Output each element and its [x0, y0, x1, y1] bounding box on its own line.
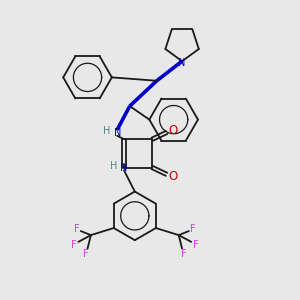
Text: F: F	[74, 224, 80, 234]
Text: H: H	[110, 161, 118, 171]
Text: F: F	[194, 240, 199, 250]
Text: F: F	[181, 249, 186, 259]
Text: N: N	[114, 128, 121, 138]
Text: F: F	[190, 224, 196, 234]
Text: F: F	[70, 240, 76, 250]
Text: O: O	[168, 170, 177, 183]
Text: H: H	[103, 126, 111, 136]
Text: O: O	[168, 124, 177, 137]
Text: N: N	[120, 163, 128, 172]
Text: F: F	[83, 249, 89, 259]
Text: N: N	[178, 58, 186, 68]
